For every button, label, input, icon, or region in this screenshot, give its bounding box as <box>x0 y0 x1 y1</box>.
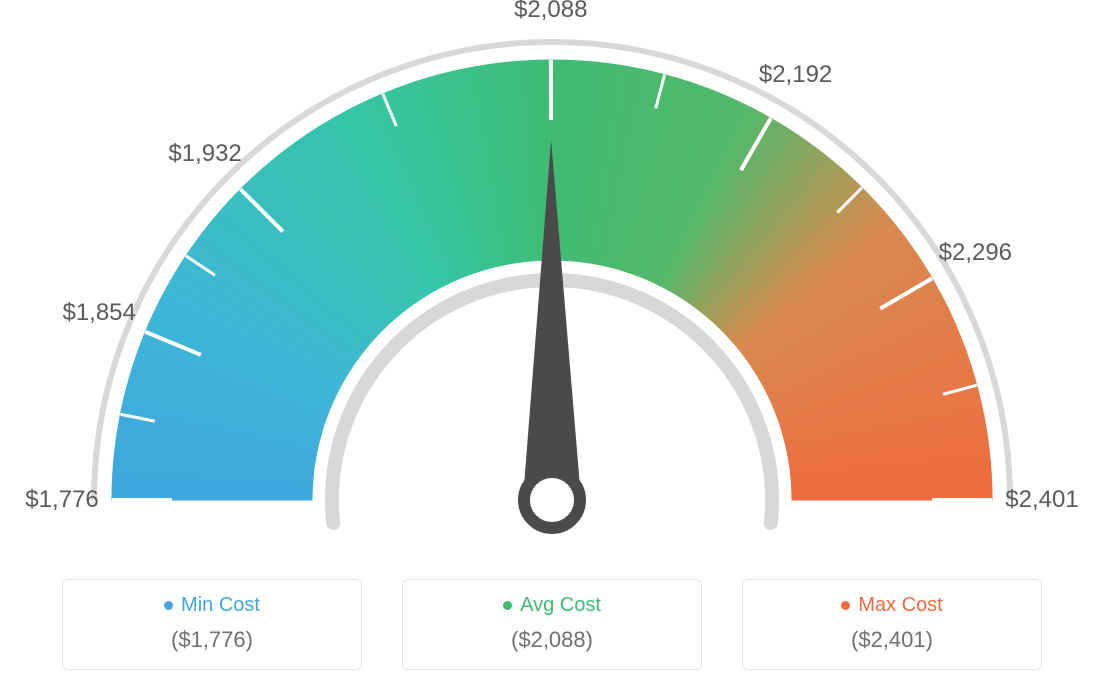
gauge-area: $1,776 $1,854 $1,932 $2,088 $2,192 $2,296 $2,4… <box>0 0 1104 560</box>
gauge-tick-label: $2,296 <box>939 239 1012 267</box>
legend-value-avg: ($2,088) <box>421 627 683 653</box>
gauge-needle-hub <box>524 472 580 528</box>
legend-row: Min Cost ($1,776) Avg Cost ($2,088) Max … <box>0 579 1104 670</box>
legend-dot-max <box>841 601 850 610</box>
legend-dot-min <box>164 601 173 610</box>
legend-title-max: Max Cost <box>761 594 1023 617</box>
legend-card-min: Min Cost ($1,776) <box>62 579 362 670</box>
legend-card-avg: Avg Cost ($2,088) <box>402 579 702 670</box>
legend-value-min: ($1,776) <box>81 627 343 653</box>
legend-title-avg-text: Avg Cost <box>520 594 601 617</box>
gauge-svg <box>0 0 1104 560</box>
legend-value-max: ($2,401) <box>761 627 1023 653</box>
gauge-tick-label: $2,192 <box>759 61 832 89</box>
gauge-tick-label: $2,088 <box>514 0 587 24</box>
gauge-tick-label: $2,401 <box>1005 486 1078 514</box>
gauge-chart-container: $1,776 $1,854 $1,932 $2,088 $2,192 $2,296 $2,4… <box>0 0 1104 690</box>
gauge-tick-label: $1,854 <box>62 299 135 327</box>
legend-dot-avg <box>503 601 512 610</box>
legend-title-max-text: Max Cost <box>858 594 942 617</box>
gauge-tick-label: $1,932 <box>168 140 241 168</box>
legend-card-max: Max Cost ($2,401) <box>742 579 1042 670</box>
legend-title-min: Min Cost <box>81 594 343 617</box>
legend-title-min-text: Min Cost <box>181 594 260 617</box>
legend-title-avg: Avg Cost <box>421 594 683 617</box>
gauge-tick-label: $1,776 <box>25 486 98 514</box>
